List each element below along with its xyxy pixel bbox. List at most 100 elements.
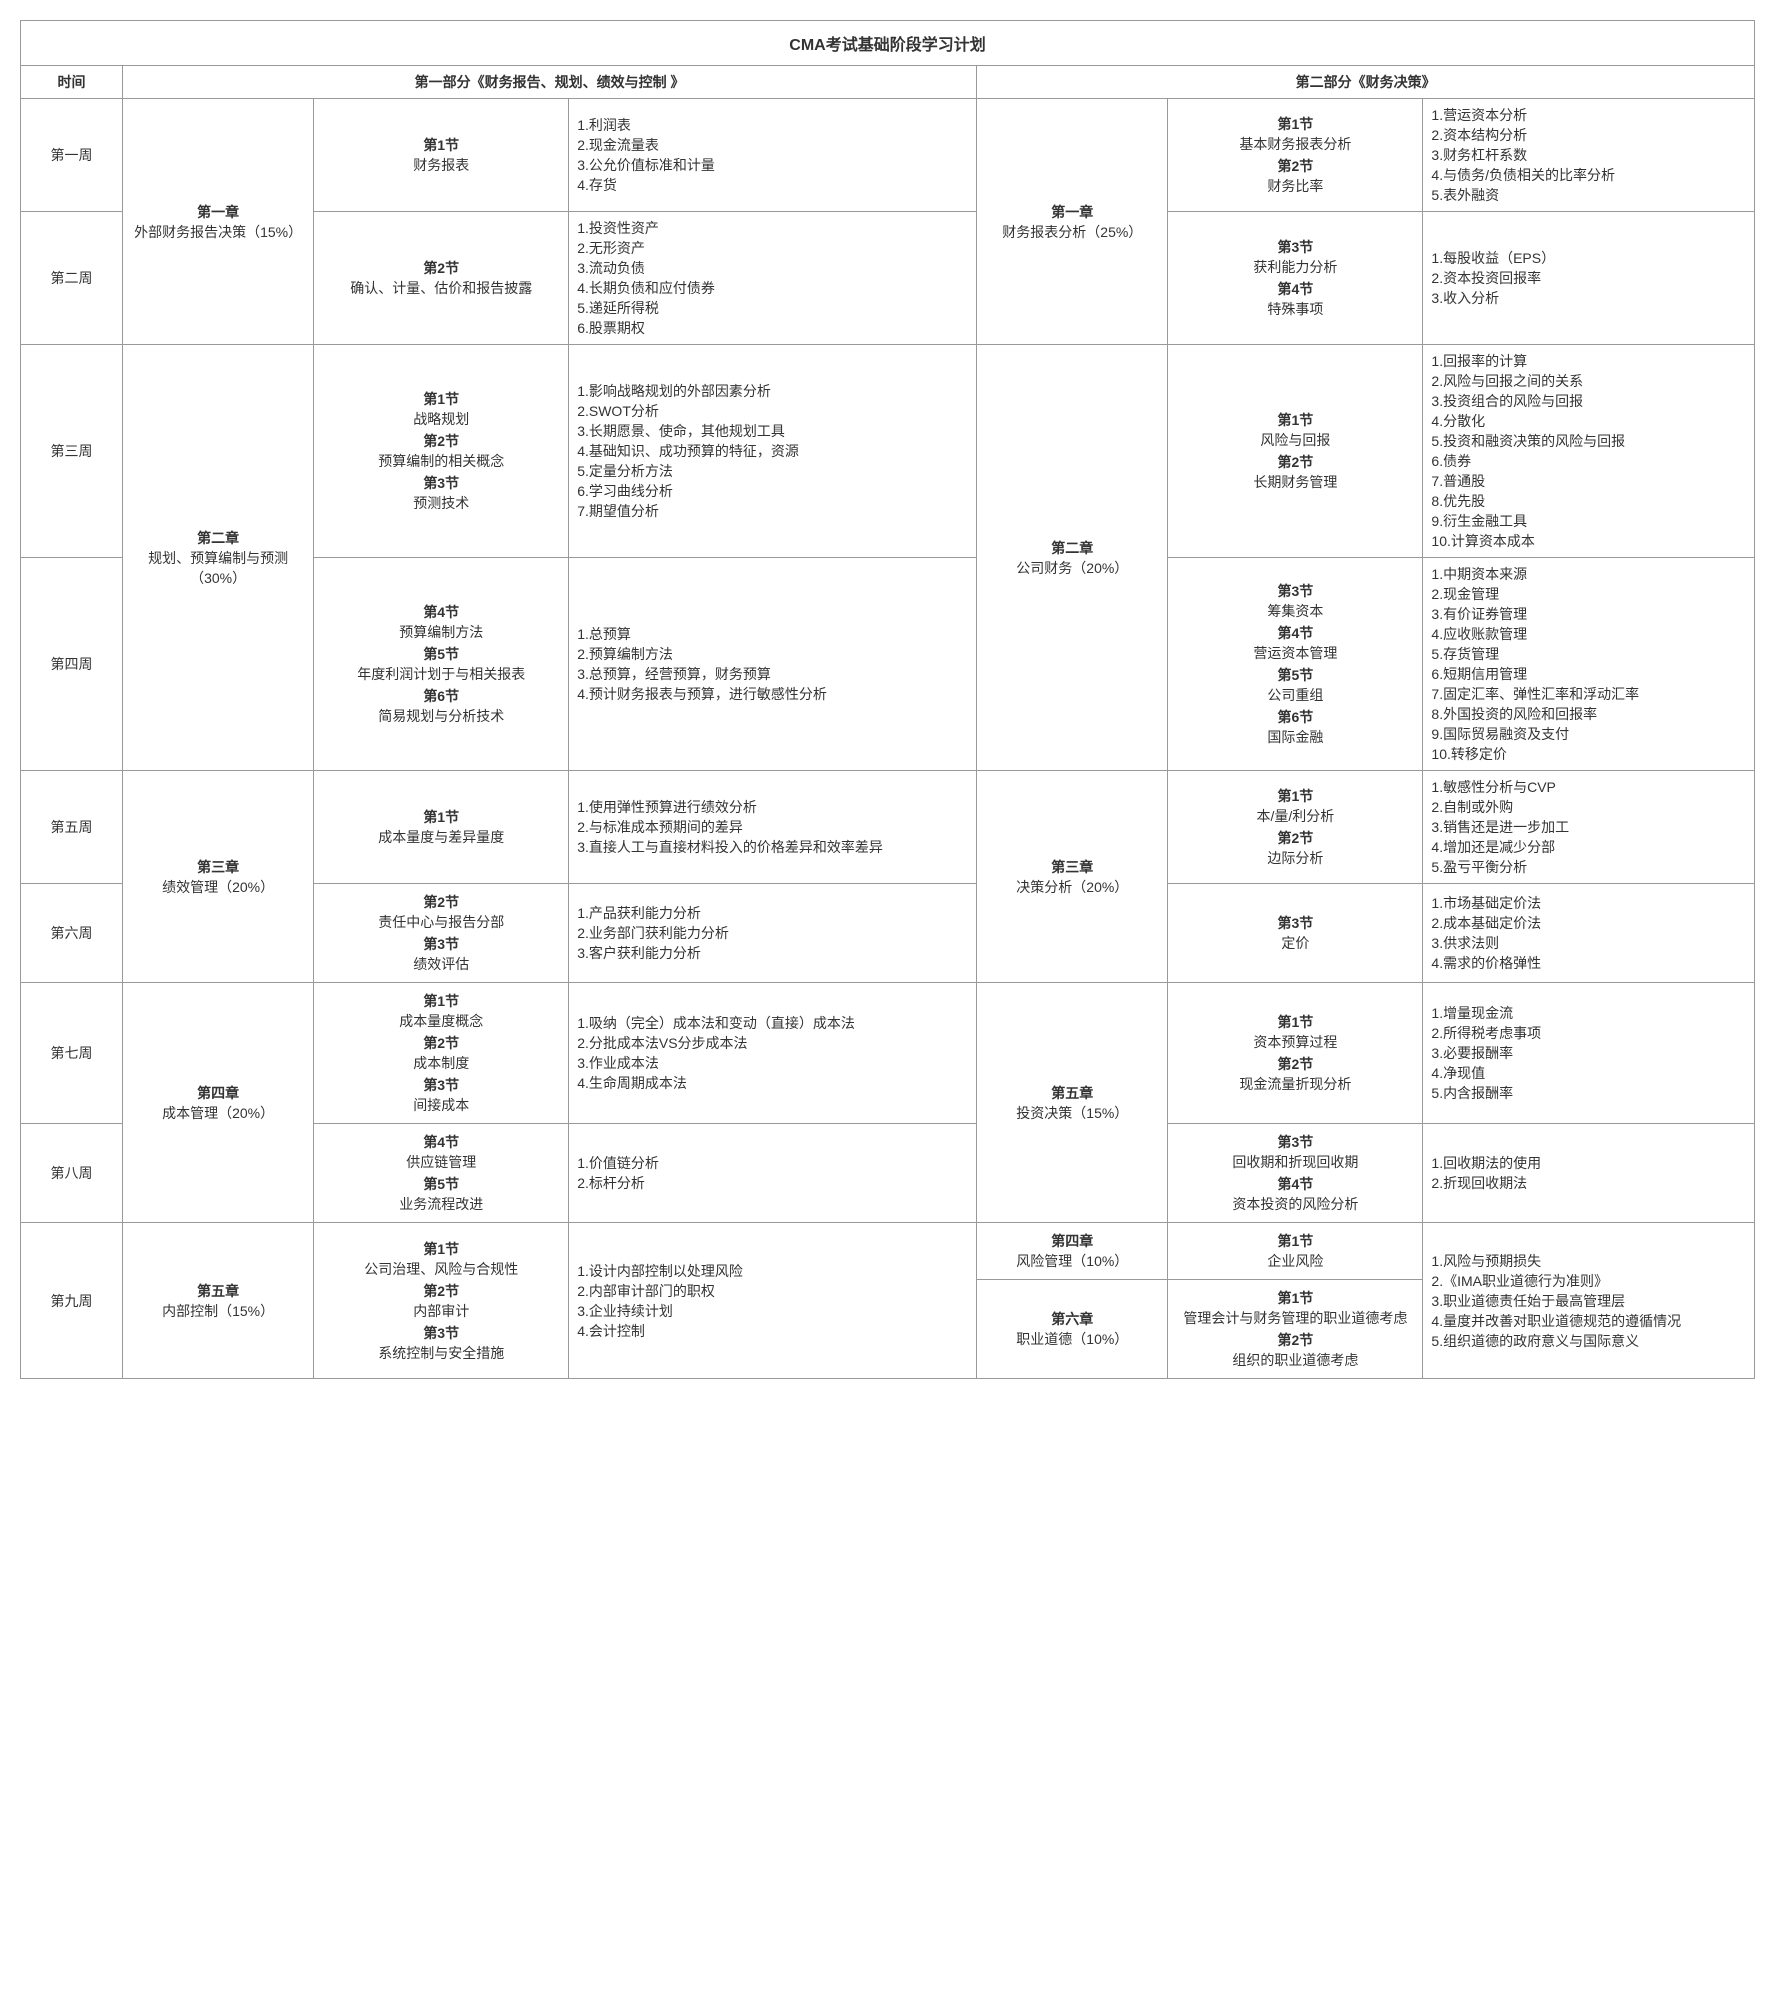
topic-item: 5.组织道德的政府意义与国际意义 [1431,1331,1746,1351]
topic-item: 1.每股收益（EPS） [1431,248,1746,268]
topic-item: 3.必要报酬率 [1431,1043,1746,1063]
section-title: 国际金融 [1267,729,1323,745]
topic-item: 1.产品获利能力分析 [577,903,968,923]
topic-item: 5.存货管理 [1431,644,1746,664]
section-header: 第3节 [322,1323,560,1343]
section-title: 营运资本管理 [1253,645,1337,661]
p2-topics: 1.营运资本分析2.资本结构分析3.财务杠杆系数4.与债务/负债相关的比率分析5… [1423,99,1755,212]
section-header: 第1节 [322,991,560,1011]
topic-item: 10.计算资本成本 [1431,531,1746,551]
p1-sections: 第1节公司治理、风险与合规性第2节内部审计第3节系统控制与安全措施 [314,1223,569,1379]
chapter-label: 第三章 [131,857,305,877]
p1-topics: 1.投资性资产2.无形资产3.流动负债4.长期负债和应付债券5.递延所得税6.股… [569,212,977,345]
section-header: 第1节 [1176,1012,1414,1032]
section-title: 企业风险 [1267,1253,1323,1269]
chapter-label: 第一章 [985,202,1159,222]
topic-item: 6.股票期权 [577,318,968,338]
p2-chapter: 第四章 风险管理（10%） [977,1223,1168,1280]
p2-sections: 第3节获利能力分析第4节特殊事项 [1168,212,1423,345]
topic-item: 1.回报率的计算 [1431,351,1746,371]
week-label: 第九周 [21,1223,123,1379]
chapter-label: 第四章 [985,1231,1159,1251]
chapter-sub: 决策分析（20%） [985,877,1159,897]
section-header: 第3节 [1176,237,1414,257]
p2-topics: 1.每股收益（EPS）2.资本投资回报率3.收入分析 [1423,212,1755,345]
topic-item: 2.标杆分析 [577,1173,968,1193]
section-header: 第1节 [322,807,560,827]
topic-item: 3.总预算，经营预算，财务预算 [577,664,968,684]
p2-sections: 第1节管理会计与财务管理的职业道德考虑第2节组织的职业道德考虑 [1168,1280,1423,1379]
p1-sections: 第2节确认、计量、估价和报告披露 [314,212,569,345]
section-header: 第6节 [322,686,560,706]
topic-item: 4.应收账款管理 [1431,624,1746,644]
header-part1: 第一部分《财务报告、规划、绩效与控制 》 [122,66,976,99]
section-header: 第4节 [1176,1174,1414,1194]
topic-item: 2.折现回收期法 [1431,1173,1746,1193]
week-label: 第五周 [21,771,123,884]
topic-item: 3.职业道德责任始于最高管理层 [1431,1291,1746,1311]
p2-sections: 第1节风险与回报第2节长期财务管理 [1168,345,1423,558]
section-header: 第3节 [1176,1132,1414,1152]
section-header: 第5节 [322,644,560,664]
topic-item: 7.普通股 [1431,471,1746,491]
section-header: 第1节 [1176,1288,1414,1308]
p2-topics: 1.风险与预期损失2.《IMA职业道德行为准则》3.职业道德责任始于最高管理层4… [1423,1223,1755,1379]
topic-item: 4.存货 [577,175,968,195]
p2-sections: 第1节资本预算过程第2节现金流量折现分析 [1168,983,1423,1124]
topic-item: 1.市场基础定价法 [1431,893,1746,913]
p2-chapter: 第三章 决策分析（20%） [977,771,1168,983]
topic-item: 3.销售还是进一步加工 [1431,817,1746,837]
chapter-label: 第五章 [131,1281,305,1301]
topic-item: 4.会计控制 [577,1321,968,1341]
topic-item: 4.长期负债和应付债券 [577,278,968,298]
topic-item: 4.预计财务报表与预算，进行敏感性分析 [577,684,968,704]
section-title: 确认、计量、估价和报告披露 [350,280,532,296]
topic-item: 1.投资性资产 [577,218,968,238]
topic-item: 5.盈亏平衡分析 [1431,857,1746,877]
section-header: 第5节 [322,1174,560,1194]
section-title: 财务报表 [413,157,469,173]
p2-chapter: 第一章 财务报表分析（25%） [977,99,1168,345]
section-header: 第3节 [1176,913,1414,933]
topic-item: 3.公允价值标准和计量 [577,155,968,175]
chapter-label: 第四章 [131,1083,305,1103]
section-title: 管理会计与财务管理的职业道德考虑 [1183,1310,1407,1326]
topic-item: 3.财务杠杆系数 [1431,145,1746,165]
topic-item: 5.投资和融资决策的风险与回报 [1431,431,1746,451]
week-label: 第三周 [21,345,123,558]
p2-sections: 第3节回收期和折现回收期第4节资本投资的风险分析 [1168,1124,1423,1223]
p2-chapter: 第二章 公司财务（20%） [977,345,1168,771]
topic-item: 2.成本基础定价法 [1431,913,1746,933]
section-header: 第2节 [1176,828,1414,848]
topic-item: 2.《IMA职业道德行为准则》 [1431,1271,1746,1291]
p1-topics: 1.价值链分析2.标杆分析 [569,1124,977,1223]
topic-item: 1.吸纳（完全）成本法和变动（直接）成本法 [577,1013,968,1033]
topic-item: 1.利润表 [577,115,968,135]
topic-item: 1.营运资本分析 [1431,105,1746,125]
section-title: 资本投资的风险分析 [1232,1196,1358,1212]
topic-item: 3.流动负债 [577,258,968,278]
section-header: 第2节 [1176,452,1414,472]
section-title: 预测技术 [413,495,469,511]
p1-topics: 1.设计内部控制以处理风险2.内部审计部门的职权3.企业持续计划4.会计控制 [569,1223,977,1379]
topic-item: 4.净现值 [1431,1063,1746,1083]
topic-item: 4.基础知识、成功预算的特征，资源 [577,441,968,461]
topic-item: 3.直接人工与直接材料投入的价格差异和效率差异 [577,837,968,857]
topic-item: 8.外国投资的风险和回报率 [1431,704,1746,724]
section-header: 第1节 [322,1239,560,1259]
section-title: 筹集资本 [1267,603,1323,619]
topic-item: 3.投资组合的风险与回报 [1431,391,1746,411]
header-time: 时间 [21,66,123,99]
section-title: 责任中心与报告分部 [378,914,504,930]
topic-item: 10.转移定价 [1431,744,1746,764]
topic-item: 8.优先股 [1431,491,1746,511]
p1-chapter: 第二章 规划、预算编制与预测（30%） [122,345,313,771]
topic-item: 9.国际贸易融资及支付 [1431,724,1746,744]
table-title: CMA考试基础阶段学习计划 [21,21,1755,66]
section-header: 第3节 [1176,581,1414,601]
section-title: 回收期和折现回收期 [1232,1154,1358,1170]
p1-sections: 第1节战略规划第2节预算编制的相关概念第3节预测技术 [314,345,569,558]
topic-item: 6.短期信用管理 [1431,664,1746,684]
topic-item: 1.总预算 [577,624,968,644]
topic-item: 1.影响战略规划的外部因素分析 [577,381,968,401]
